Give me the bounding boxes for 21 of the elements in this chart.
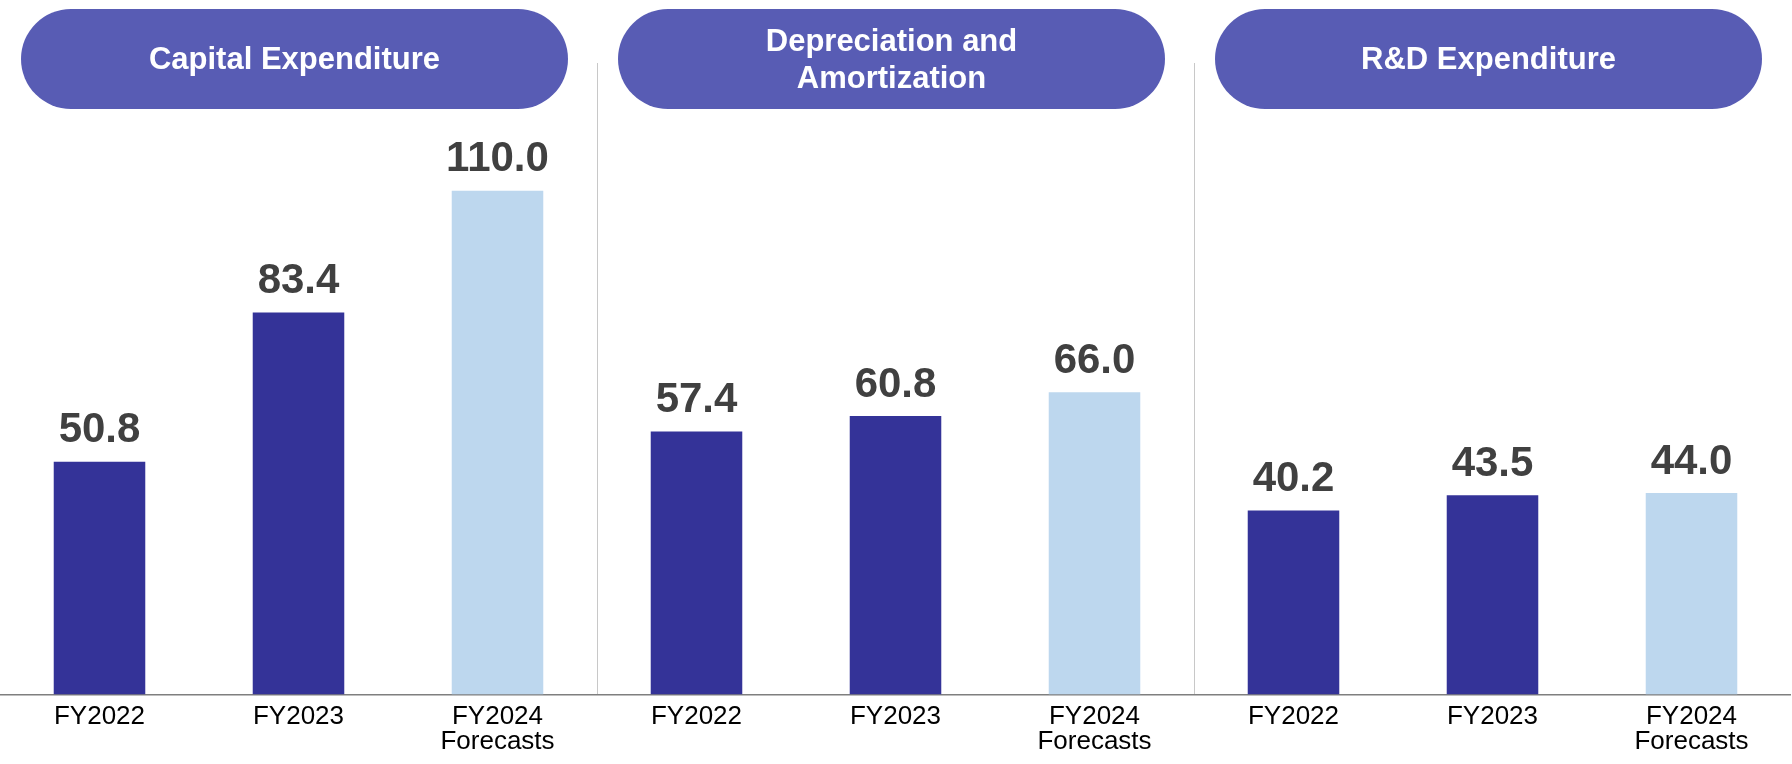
x-tick-label: FY2023 (849, 700, 942, 731)
data-label: 50.8 (58, 404, 141, 452)
x-tick-label: FY2024 Forecasts (440, 700, 555, 755)
chart-title: R&D Expenditure (1361, 40, 1616, 78)
data-label: 40.2 (1252, 453, 1335, 500)
chart-title: Capital Expenditure (148, 40, 441, 78)
data-label: 44.0 (1650, 435, 1733, 483)
x-tick-label: FY2024 Forecasts (1037, 700, 1152, 755)
x-tick-label: FY2022 (53, 700, 146, 731)
x-tick-label: FY2023 (1446, 700, 1539, 731)
data-label: 43.5 (1451, 437, 1534, 485)
data-label: 57.4 (655, 374, 739, 422)
x-tick-label: FY2022 (650, 700, 743, 731)
data-label: 66.0 (1053, 334, 1136, 382)
x-tick-label: FY2024 Forecasts (1634, 700, 1749, 755)
data-label: 83.4 (257, 255, 341, 303)
data-label: 110.0 (446, 133, 549, 181)
data-label: 60.8 (854, 358, 937, 406)
chart-title: Depreciation and Amortization (764, 21, 1019, 97)
x-tick-label: FY2022 (1247, 700, 1340, 731)
x-tick-label: FY2023 (252, 700, 345, 731)
